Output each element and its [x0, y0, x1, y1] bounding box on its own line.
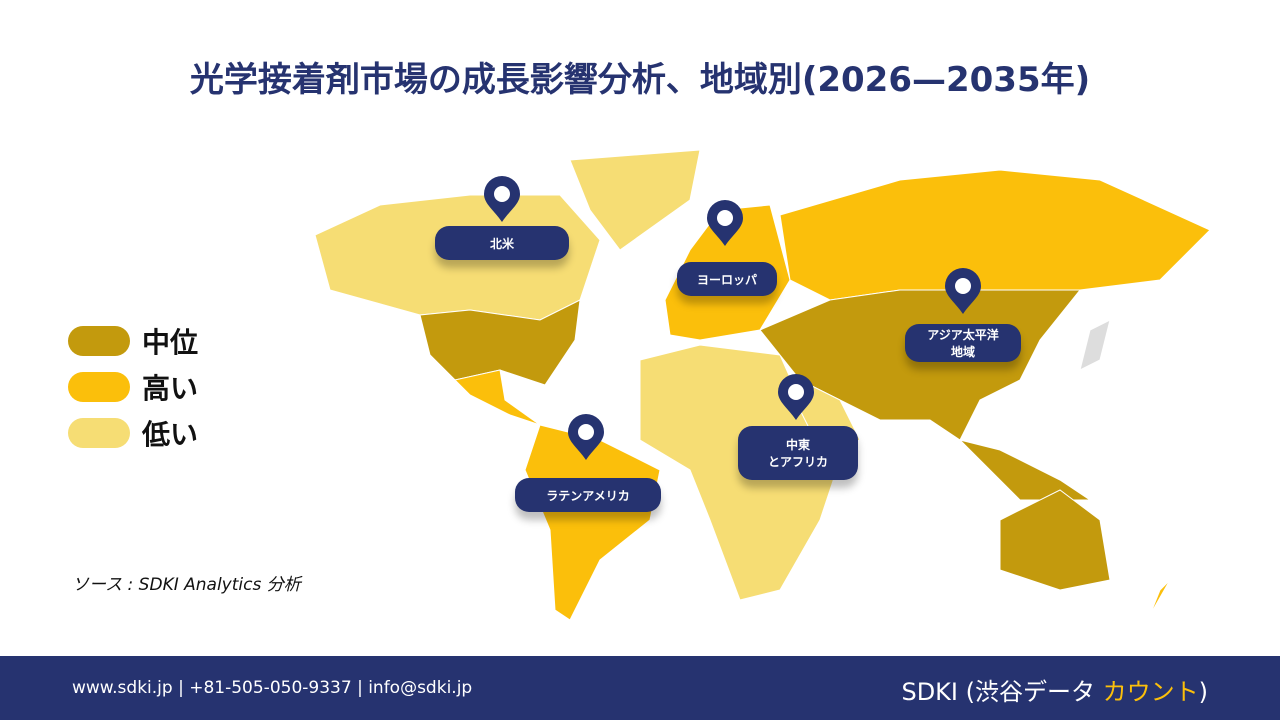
source: ソース : SDKI Analytics 分析: [72, 575, 301, 595]
region-label-line: ヨーロッパ: [696, 272, 757, 287]
greenland: [569, 149, 701, 251]
legend-swatch: [68, 326, 130, 356]
region-label: 北米: [435, 226, 569, 260]
region-label-line: ラテンアメリカ: [546, 488, 630, 503]
region-label: 中東 とアフリカ: [738, 426, 858, 480]
legend-label: 低い: [142, 418, 199, 451]
region-label-line: とアフリカ: [767, 455, 828, 469]
region-label-line: 中東: [785, 438, 810, 452]
legend-swatch: [68, 418, 130, 448]
pin: [707, 200, 743, 246]
legend-item: 高い: [68, 364, 198, 410]
brand: SDKI (渋谷データ カウント): [901, 672, 1208, 707]
contact: www.sdki.jp | +81-505-050-9337 | info@sd…: [72, 678, 473, 698]
title: 光学接着剤市場の成長影響分析、地域別(2026—2035年): [189, 60, 1091, 100]
region-label: ラテンアメリカ: [515, 478, 661, 512]
russia: [779, 169, 1211, 301]
southeast-asia: [958, 439, 1092, 501]
pin: [945, 268, 981, 314]
legend-item: 中位: [68, 318, 198, 364]
pin: [484, 176, 520, 222]
australia: [999, 489, 1111, 591]
legend-swatch: [68, 372, 130, 402]
region-label-line: アジア太平洋: [927, 328, 999, 342]
central-america: [429, 354, 541, 426]
brand-text: ): [1198, 678, 1208, 706]
japan: [1079, 319, 1111, 371]
brand-accent: カウント: [1102, 678, 1199, 706]
legend-item: 低い: [68, 410, 198, 456]
new-zealand: [1149, 579, 1171, 616]
legend-label: 中位: [142, 326, 199, 359]
region-label-line: 北米: [489, 236, 514, 251]
legend-label: 高い: [142, 372, 199, 405]
region-label: アジア太平洋 地域: [905, 324, 1021, 362]
pin: [778, 374, 814, 420]
footer: www.sdki.jp | +81-505-050-9337 | info@sd…: [0, 656, 1280, 720]
south-america: [524, 424, 661, 621]
pin: [568, 414, 604, 460]
region-label-line: 地域: [950, 345, 975, 359]
legend: 中位 高い 低い: [68, 318, 198, 456]
region-label: ヨーロッパ: [677, 262, 777, 296]
brand-text: SDKI (渋谷データ: [901, 678, 1103, 706]
